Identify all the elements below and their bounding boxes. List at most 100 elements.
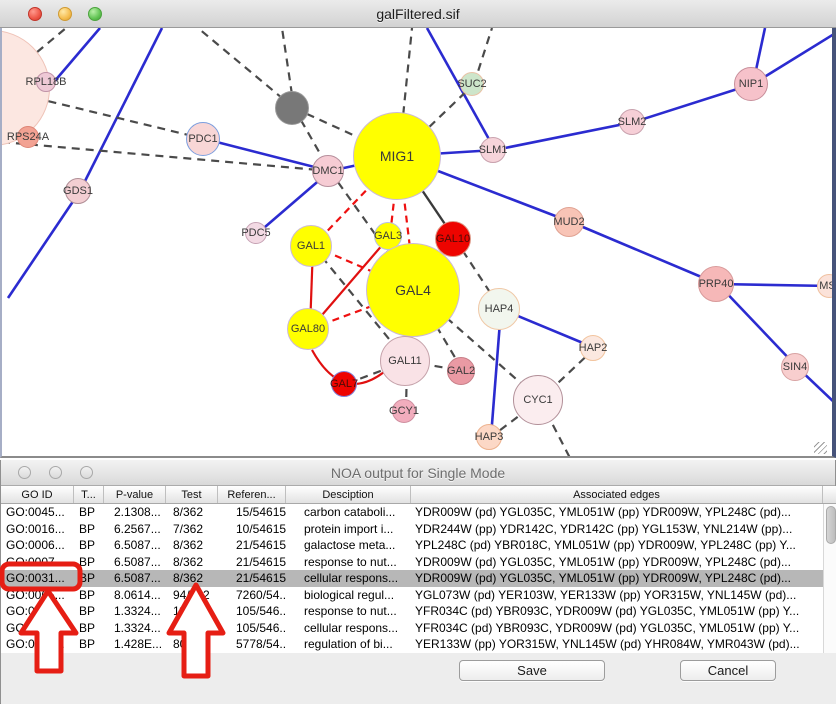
edge[interactable] (309, 235, 391, 330)
node-RPL18B[interactable]: RPL18B (26, 72, 67, 92)
edge[interactable] (6, 190, 82, 299)
node-SUC2[interactable]: SUC2 (457, 72, 487, 96)
edge[interactable] (78, 28, 164, 192)
table-row[interactable]: GO:0016... BP 6.2567... 7/362 10/54615 protei… (1, 520, 823, 537)
edge[interactable] (494, 120, 635, 152)
cell: YPL248C (pd) YBR018C, YML051W (pp) YDR00… (415, 538, 796, 553)
table-row[interactable]: GO:0007... BP 6.5087... 8/362 21/54615 respon… (1, 553, 823, 570)
node-MIG1[interactable]: MIG1 (353, 112, 441, 200)
network-titlebar[interactable]: galFiltered.sif (0, 0, 836, 28)
node-HAP3[interactable]: HAP3 (475, 424, 503, 450)
cell: YER133W (pp) YOR315W, YNL145W (pd) YHR08… (415, 637, 800, 652)
edge[interactable] (570, 220, 719, 286)
network-window-title: galFiltered.sif (376, 6, 460, 22)
table-scrollbar[interactable] (823, 504, 836, 653)
edge[interactable] (345, 359, 408, 386)
node-GCY1[interactable]: GCY1 (389, 399, 419, 423)
node-DMC1[interactable]: DMC1 (312, 155, 344, 187)
table-row[interactable]: GO:0031... BP 1.3324... 11/362 105/546... cel… (1, 619, 823, 636)
table-row[interactable]: GO:0050... BP 1.428E... 80/362 5778/54... reg… (1, 636, 823, 653)
node-MUD2[interactable]: MUD2 (553, 207, 585, 237)
edge[interactable] (490, 399, 541, 438)
column-header-3[interactable]: Test (166, 486, 218, 503)
node-PDC1[interactable]: PDC1 (186, 122, 220, 156)
edge[interactable] (752, 33, 832, 86)
cell: BP (79, 554, 96, 569)
node-HAP2[interactable]: HAP2 (579, 335, 607, 361)
minimize-button-icon[interactable] (58, 7, 72, 21)
cell: YFR034C (pd) YBR093C, YDR009W (pd) YGL03… (415, 604, 800, 619)
node-label: GAL10 (435, 233, 471, 245)
column-header-4[interactable]: Referen... (218, 486, 286, 503)
minimize-button-icon[interactable] (49, 466, 62, 479)
zoom-button-icon[interactable] (80, 466, 93, 479)
save-button[interactable]: Save (459, 660, 605, 681)
node-SIN4[interactable]: SIN4 (781, 353, 809, 381)
cell: response to nut... (304, 604, 397, 619)
column-header-0[interactable]: GO ID (1, 486, 74, 503)
column-header-5[interactable]: Desciption (286, 486, 411, 503)
noa-titlebar[interactable]: NOA output for Single Mode (1, 460, 835, 486)
node-RPS24A[interactable]: RPS24A (7, 126, 49, 148)
node-MSI[interactable]: MSI (817, 274, 832, 298)
table-body: GO:0045... BP 2.1308... 8/362 15/54615 carbon… (1, 504, 823, 653)
edge[interactable] (204, 137, 331, 173)
cancel-button[interactable]: Cancel (680, 660, 776, 681)
edge[interactable] (329, 170, 416, 291)
column-header-2[interactable]: P-value (104, 486, 166, 503)
table-row[interactable]: GO:0006... BP 6.5087... 8/362 21/54615 galact… (1, 537, 823, 554)
table-row[interactable]: GO:0065... BP 8.0614... 94/362 7260/54... bio… (1, 586, 823, 603)
cell: YDR009W (pd) YGL035C, YML051W (pp) YDR00… (415, 571, 791, 586)
cell: 5778/54... (236, 637, 286, 652)
node-SLM2[interactable]: SLM2 (617, 109, 647, 135)
node-gray-node[interactable] (275, 91, 309, 125)
edge[interactable] (312, 245, 408, 362)
cell: 105/546... (236, 620, 286, 635)
node-HAP4[interactable]: HAP4 (478, 288, 520, 330)
edge[interactable] (197, 28, 295, 109)
cell: BP (79, 538, 96, 553)
node-SLM1[interactable]: SLM1 (479, 137, 507, 163)
edge[interactable] (633, 82, 754, 124)
edge[interactable] (539, 399, 571, 458)
node-label: SLM2 (617, 116, 647, 128)
column-header-1[interactable]: T... (74, 486, 104, 503)
table-row[interactable]: GO:0045... BP 2.1308... 8/362 15/54615 carbon… (1, 504, 823, 521)
edge[interactable] (489, 308, 503, 438)
node-GDS1[interactable]: GDS1 (63, 178, 93, 204)
node-GAL2[interactable]: GAL2 (447, 357, 475, 385)
column-header-6[interactable]: Associated edges (411, 486, 823, 503)
table-row[interactable]: GO:0031... BP 1.3324... 11/362 105/546... res… (1, 603, 823, 620)
edge[interactable] (717, 282, 832, 288)
edge[interactable] (293, 106, 400, 158)
node-NIP1[interactable]: NIP1 (734, 67, 768, 101)
node-PRP40[interactable]: PRP40 (698, 266, 734, 302)
edge[interactable] (312, 155, 400, 247)
cell: 6.5087... (114, 538, 161, 553)
scrollbar-thumb[interactable] (825, 506, 836, 544)
cell: 2.1308... (114, 505, 161, 520)
edge[interactable] (717, 283, 798, 368)
cell: regulation of bi... (304, 637, 393, 652)
cell: 8/362 (173, 538, 204, 553)
zoom-button-icon[interactable] (88, 7, 102, 21)
node-CYC1[interactable]: CYC1 (513, 375, 563, 425)
cell: BP (79, 620, 96, 635)
node-GAL7[interactable]: GAL7 (330, 371, 358, 397)
node-GAL11[interactable]: GAL11 (380, 336, 430, 386)
node-GAL1[interactable]: GAL1 (290, 225, 332, 267)
node-GAL4[interactable]: GAL4 (366, 243, 460, 337)
node-GAL80[interactable]: GAL80 (287, 308, 329, 350)
close-button-icon[interactable] (28, 7, 42, 21)
node-label: PRP40 (698, 278, 734, 290)
resize-grip-icon[interactable] (814, 442, 827, 454)
edge[interactable] (472, 28, 494, 85)
node-label: GAL1 (296, 240, 326, 252)
close-button-icon[interactable] (18, 466, 31, 479)
table-row[interactable]: GO:0031... BP 6.5087... 8/362 21/54615 cellul… (1, 570, 823, 587)
node-GAL10[interactable]: GAL10 (435, 221, 471, 257)
network-canvas[interactable]: RPL18B RPS24A GDS1 PDC1 MIG1 SUC2 SLM1 DMC1 SLM2… (0, 28, 836, 458)
edge[interactable] (2, 140, 331, 173)
cell: carbon cataboli... (304, 505, 396, 520)
node-PDC5[interactable]: PDC5 (241, 222, 271, 244)
